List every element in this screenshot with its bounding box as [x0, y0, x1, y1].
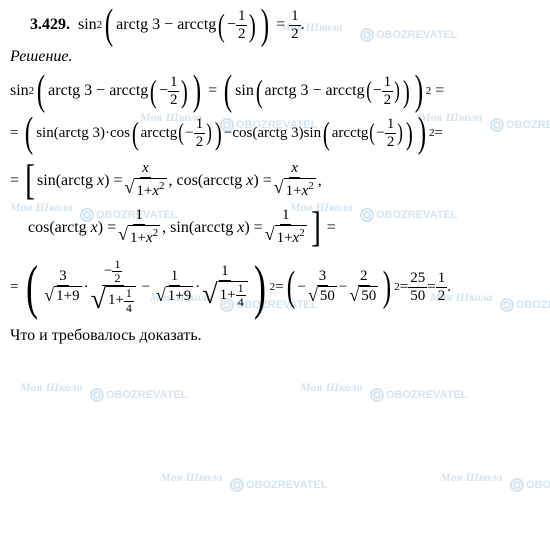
step-3a: = [ sin(arctg x) = x √1+x2 , cos(arcctg … — [10, 160, 540, 201]
sin: sin — [78, 16, 97, 34]
solution-label: Решение. — [10, 48, 540, 66]
step-3b: cos(arctg x) = 1 √1+x2 , sin(arcctg x) =… — [28, 207, 540, 248]
step-4: = ( 3 √1+9 · −12 √1+14 − 1 √1+9 · 1 √1+1… — [10, 258, 540, 317]
step-2: = ( sin(arctg 3)· cos (arcctg(−12)) −cos… — [10, 116, 540, 150]
problem-number: 3.429. — [30, 16, 70, 34]
conclusion: Что и требовалось доказать. — [10, 327, 540, 345]
step-1: sin2 ( arctg 3 − arcctg (−12) ) = ( sin … — [10, 74, 540, 108]
problem-line: 3.429. sin2 ( arctg 3 − arcctg ( −12 ) )… — [30, 8, 540, 42]
